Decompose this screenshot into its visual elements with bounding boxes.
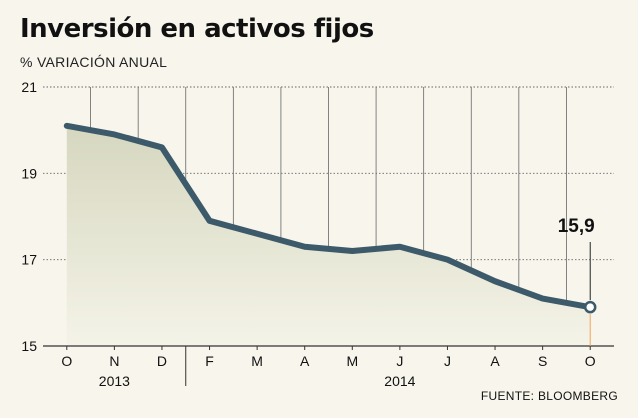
year-label: 2014	[384, 373, 415, 389]
y-tick-label: 21	[21, 79, 37, 95]
x-tick-label: J	[396, 353, 403, 369]
x-tick-label: J	[444, 353, 451, 369]
y-tick-label: 19	[21, 165, 37, 181]
x-tick-label: A	[490, 353, 500, 369]
data-point-marker	[583, 300, 597, 314]
y-tick-label: 17	[21, 252, 37, 268]
data-point	[492, 278, 498, 284]
x-tick-label: A	[300, 353, 310, 369]
series-line	[63, 122, 594, 311]
data-point	[349, 248, 355, 254]
area-fill-layer	[66, 125, 591, 346]
area-fill	[66, 125, 591, 346]
x-tick-label: O	[61, 353, 72, 369]
callout-value-label: 15,9	[558, 216, 595, 237]
x-tick-label: D	[157, 353, 167, 369]
axis-layer	[43, 242, 614, 386]
data-point	[540, 296, 546, 302]
y-tick-label: 15	[21, 338, 37, 354]
x-tick-label: M	[346, 353, 358, 369]
tick-label-layer: 15 17 19 21 15,9 O N D F M A M J J A S O 2013 2014	[21, 79, 595, 389]
chart-subtitle: % VARIACIÓN ANUAL	[20, 54, 168, 70]
data-point	[111, 131, 117, 137]
chart-title: Inversión en activos fijos	[20, 14, 374, 44]
x-tick-label: M	[251, 353, 263, 369]
data-point	[444, 257, 450, 263]
data-point	[159, 144, 165, 150]
data-point	[302, 244, 308, 250]
x-tick-label: S	[538, 353, 547, 369]
year-label: 2013	[99, 373, 130, 389]
series-line-layer	[63, 122, 597, 314]
data-point	[64, 123, 70, 129]
x-tick-label: N	[109, 353, 119, 369]
data-point	[254, 231, 260, 237]
source-note: FUENTE: BLOOMBERG	[480, 389, 618, 403]
data-point	[207, 218, 213, 224]
x-tick-label: F	[205, 353, 214, 369]
x-tick-label: O	[585, 353, 596, 369]
data-point	[397, 244, 403, 250]
